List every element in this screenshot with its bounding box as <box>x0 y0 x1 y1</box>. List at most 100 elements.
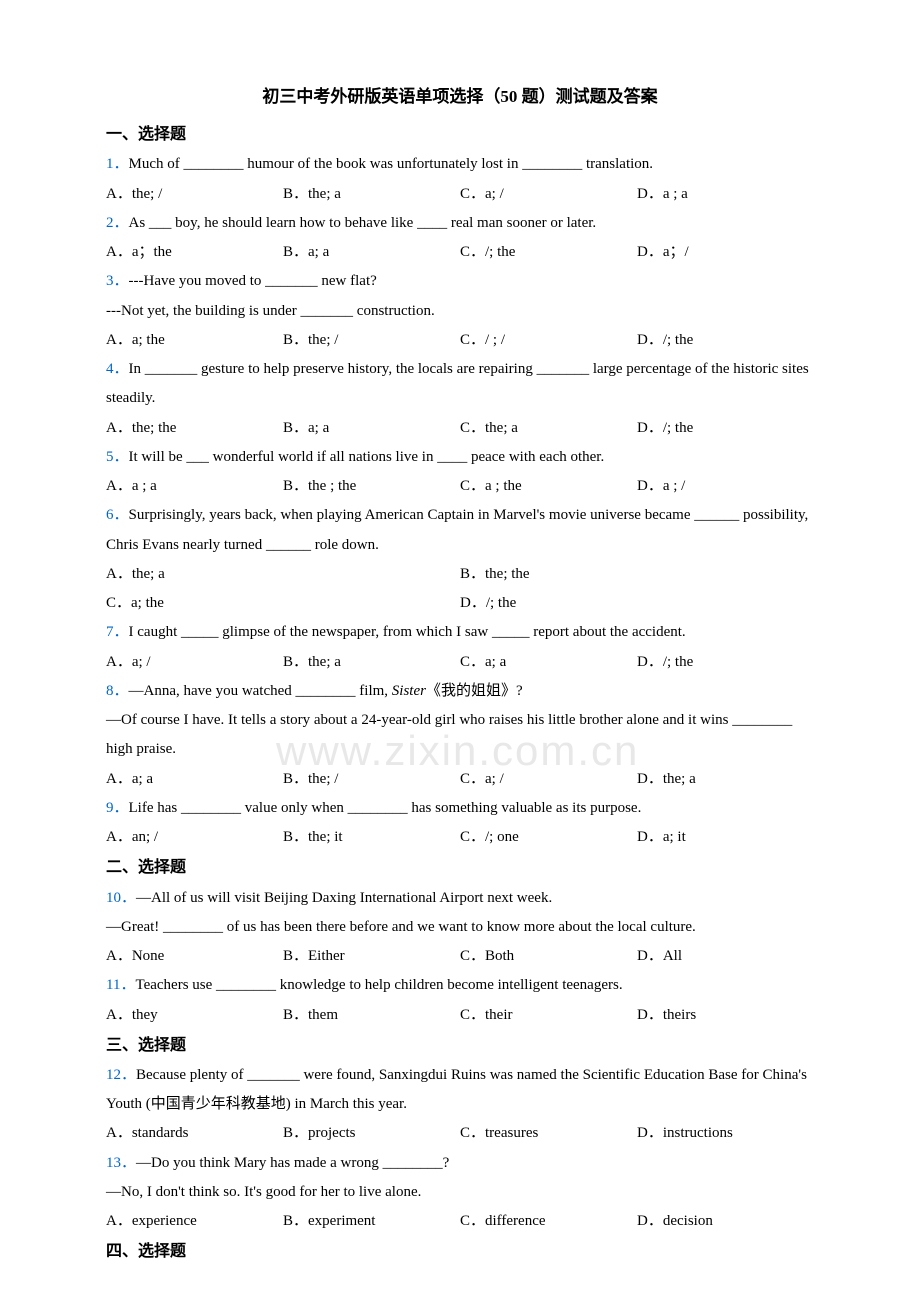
question-text: Teachers use ________ knowledge to help … <box>135 977 622 993</box>
option-b: B．a; a <box>283 238 460 267</box>
option-a: A．None <box>106 942 283 971</box>
option-c: C．/; the <box>460 238 637 267</box>
question-number: 9． <box>106 800 129 816</box>
options-row: A．a ; a B．the ; the C．a ; the D．a ; / <box>106 472 814 501</box>
option-a: A．a; the <box>106 326 283 355</box>
option-d: D．the; a <box>637 765 814 794</box>
option-b: B．the; it <box>283 823 460 852</box>
option-b: B．the; / <box>283 326 460 355</box>
question-text-part-a: —Anna, have you watched ________ film, <box>129 683 392 699</box>
option-d: D．/; the <box>637 414 814 443</box>
page-wrap: www.zixin.com.cn 初三中考外研版英语单项选择（50 题）测试题及… <box>106 80 814 1268</box>
option-b: B．Either <box>283 942 460 971</box>
question-text: —Do you think Mary has made a wrong ____… <box>136 1155 449 1171</box>
question-number: 12． <box>106 1067 136 1083</box>
option-c: C．/; one <box>460 823 637 852</box>
question-text-part-c: 《我的姐姐》? <box>426 683 523 699</box>
option-c: C．a; a <box>460 648 637 677</box>
section-3-heading: 三、选择题 <box>106 1030 814 1061</box>
options-row: A．None B．Either C．Both D．All <box>106 942 814 971</box>
question-8: 8．—Anna, have you watched ________ film,… <box>106 677 814 706</box>
option-a: A．a ; a <box>106 472 283 501</box>
question-text: As ___ boy, he should learn how to behav… <box>129 215 597 231</box>
question-text: ---Have you moved to _______ new flat? <box>129 273 377 289</box>
option-a: A．a; / <box>106 648 283 677</box>
option-d: D．theirs <box>637 1001 814 1030</box>
question-4: 4．In _______ gesture to help preserve hi… <box>106 355 814 414</box>
question-3: 3．---Have you moved to _______ new flat? <box>106 267 814 296</box>
question-text-line2: ---Not yet, the building is under ______… <box>106 297 814 326</box>
option-a: A．the; / <box>106 180 283 209</box>
question-text: I caught _____ glimpse of the newspaper,… <box>129 624 686 640</box>
question-number: 7． <box>106 624 129 640</box>
option-c: C．difference <box>460 1207 637 1236</box>
option-c: C．a; / <box>460 765 637 794</box>
question-text: —All of us will visit Beijing Daxing Int… <box>136 890 552 906</box>
question-number: 5． <box>106 449 129 465</box>
question-13: 13．—Do you think Mary has made a wrong _… <box>106 1149 814 1178</box>
question-text: Life has ________ value only when ______… <box>129 800 642 816</box>
option-d: D．a; it <box>637 823 814 852</box>
question-text: Because plenty of _______ were found, Sa… <box>106 1067 807 1112</box>
option-c: C．a ; the <box>460 472 637 501</box>
option-b: B．a; a <box>283 414 460 443</box>
options-row: A．the; the B．a; a C．the; a D．/; the <box>106 414 814 443</box>
option-b: B．experiment <box>283 1207 460 1236</box>
option-c: C．their <box>460 1001 637 1030</box>
options-row: A．the; a B．the; the <box>106 560 814 589</box>
question-11: 11．Teachers use ________ knowledge to he… <box>106 971 814 1000</box>
option-b: B．the; / <box>283 765 460 794</box>
question-number: 11． <box>106 977 135 993</box>
option-c: C．a; / <box>460 180 637 209</box>
question-7: 7．I caught _____ glimpse of the newspape… <box>106 618 814 647</box>
option-b: B．projects <box>283 1119 460 1148</box>
option-b: B．the ; the <box>283 472 460 501</box>
option-c: C．/ ; / <box>460 326 637 355</box>
options-row: A．they B．them C．their D．theirs <box>106 1001 814 1030</box>
option-d: D．/; the <box>637 648 814 677</box>
option-b: B．the; the <box>460 560 814 589</box>
options-row: A．a；the B．a; a C．/; the D．a；/ <box>106 238 814 267</box>
option-d: D．decision <box>637 1207 814 1236</box>
page-title: 初三中考外研版英语单项选择（50 题）测试题及答案 <box>106 80 814 113</box>
option-a: A．experience <box>106 1207 283 1236</box>
option-d: D．instructions <box>637 1119 814 1148</box>
option-a: A．a；the <box>106 238 283 267</box>
option-d: D．/; the <box>637 326 814 355</box>
question-text-line2: —Of course I have. It tells a story abou… <box>106 706 814 765</box>
option-a: A．standards <box>106 1119 283 1148</box>
options-row: A．standards B．projects C．treasures D．ins… <box>106 1119 814 1148</box>
option-a: A．an; / <box>106 823 283 852</box>
option-d: D．/; the <box>460 589 814 618</box>
question-2: 2．As ___ boy, he should learn how to beh… <box>106 209 814 238</box>
options-row: A．a; the B．the; / C．/ ; / D．/; the <box>106 326 814 355</box>
option-a: A．the; a <box>106 560 460 589</box>
option-d: D．a；/ <box>637 238 814 267</box>
option-d: D．All <box>637 942 814 971</box>
question-text: Surprisingly, years back, when playing A… <box>106 507 808 552</box>
question-number: 10． <box>106 890 136 906</box>
section-1-heading: 一、选择题 <box>106 119 814 150</box>
option-d: D．a ; a <box>637 180 814 209</box>
question-9: 9．Life has ________ value only when ____… <box>106 794 814 823</box>
option-b: B．them <box>283 1001 460 1030</box>
question-number: 8． <box>106 683 129 699</box>
option-a: A．a; a <box>106 765 283 794</box>
option-c: C．treasures <box>460 1119 637 1148</box>
question-number: 3． <box>106 273 129 289</box>
option-d: D．a ; / <box>637 472 814 501</box>
option-c: C．the; a <box>460 414 637 443</box>
question-text: Much of ________ humour of the book was … <box>129 156 654 172</box>
question-6: 6．Surprisingly, years back, when playing… <box>106 501 814 560</box>
section-4-heading: 四、选择题 <box>106 1236 814 1267</box>
options-row: A．a; / B．the; a C．a; a D．/; the <box>106 648 814 677</box>
option-a: A．they <box>106 1001 283 1030</box>
options-row: A．the; / B．the; a C．a; / D．a ; a <box>106 180 814 209</box>
question-10: 10．—All of us will visit Beijing Daxing … <box>106 884 814 913</box>
question-text: It will be ___ wonderful world if all na… <box>129 449 605 465</box>
question-number: 4． <box>106 361 129 377</box>
question-text-italic: Sister <box>392 683 426 699</box>
question-text: In _______ gesture to help preserve hist… <box>106 361 809 406</box>
option-c: C．Both <box>460 942 637 971</box>
question-5: 5．It will be ___ wonderful world if all … <box>106 443 814 472</box>
